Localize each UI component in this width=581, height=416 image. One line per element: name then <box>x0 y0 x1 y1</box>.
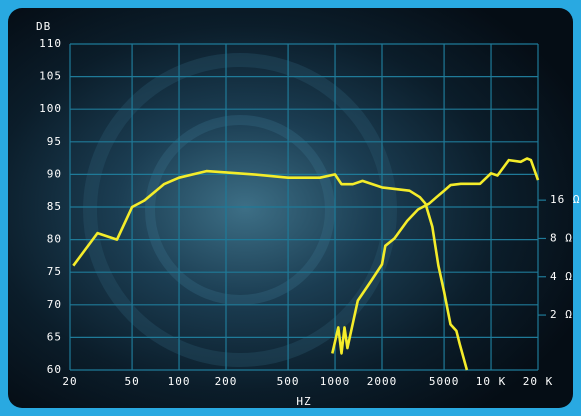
series-line <box>72 169 469 371</box>
y-tick-label: 60 <box>47 363 62 376</box>
y-tick-label: 65 <box>47 330 62 343</box>
y-tick-label: 110 <box>39 37 62 50</box>
y-tick-label: 100 <box>39 102 62 115</box>
x-tick-label: 500 <box>277 375 300 388</box>
y2-tick-label: 8 Ω <box>550 231 573 244</box>
y-axis-title: DB <box>36 20 51 33</box>
y-tick-label: 70 <box>47 298 62 311</box>
y-tick-label: 95 <box>47 135 62 148</box>
x-tick-label: 200 <box>215 375 238 388</box>
series-line <box>331 157 540 355</box>
x-tick-label: 1000 <box>320 375 351 388</box>
y-tick-label: 80 <box>47 233 62 246</box>
x-tick-label: 5000 <box>429 375 460 388</box>
decor-ring <box>145 115 335 305</box>
decor-ring <box>83 53 397 367</box>
y2-tick-label: 4 Ω <box>550 270 573 283</box>
y-tick-label: 85 <box>47 200 62 213</box>
x-axis-title: HZ <box>296 395 311 408</box>
x-tick-label: 10 K <box>476 375 507 388</box>
x-tick-label: 20 K <box>523 375 554 388</box>
x-tick-label: 2000 <box>367 375 398 388</box>
y-tick-label: 75 <box>47 265 62 278</box>
x-tick-label: 50 <box>124 375 139 388</box>
y-tick-label: 105 <box>39 70 62 83</box>
x-tick-label: 20 <box>62 375 77 388</box>
y2-tick-label: 2 Ω <box>550 308 573 321</box>
x-tick-label: 100 <box>168 375 191 388</box>
panel <box>8 8 573 408</box>
y-tick-label: 90 <box>47 167 62 180</box>
y2-tick-label: 16 Ω <box>550 193 581 206</box>
